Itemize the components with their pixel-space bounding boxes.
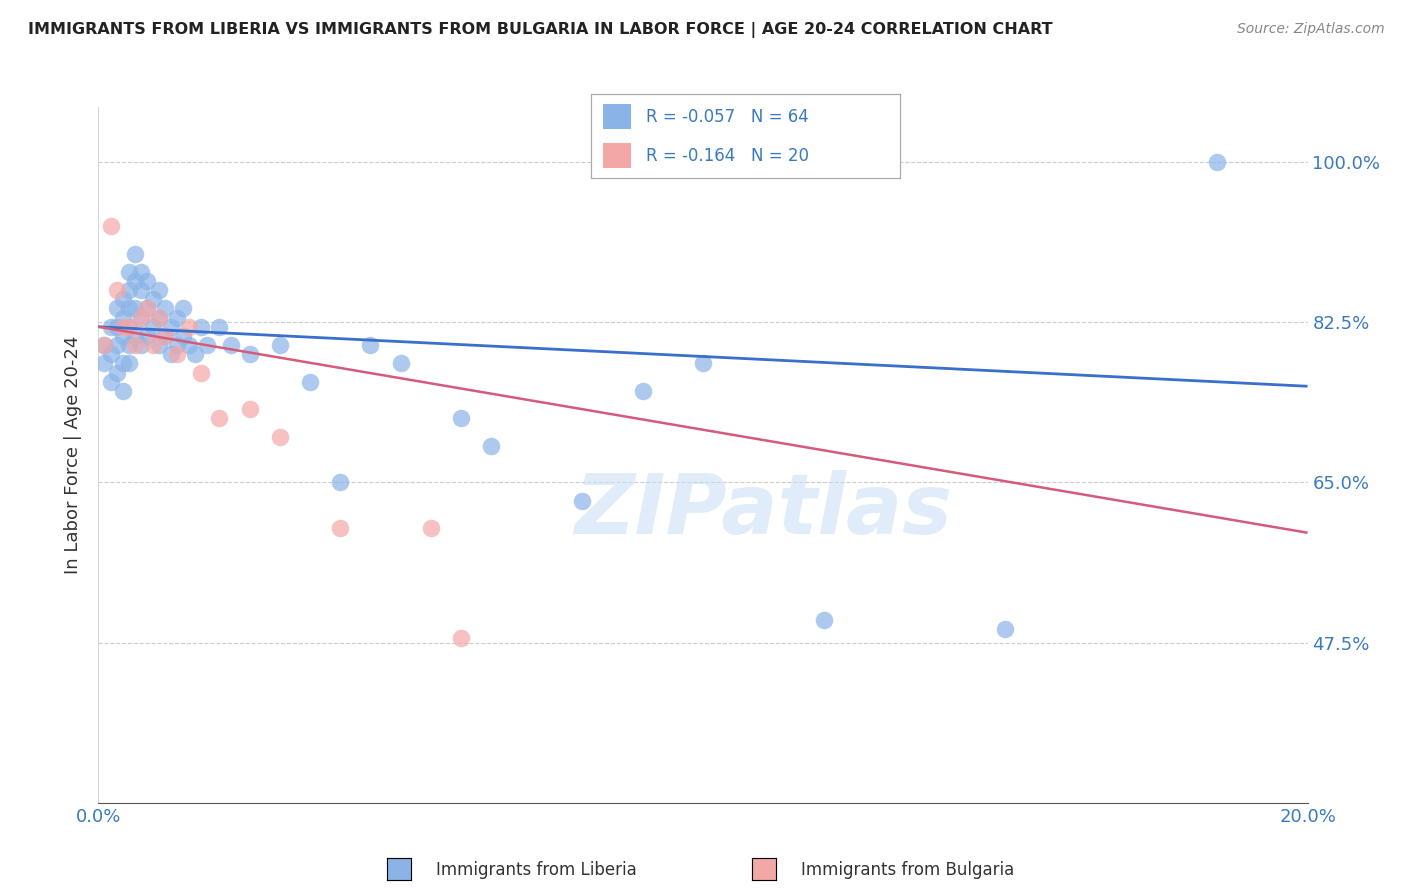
Point bbox=[105, 319, 128, 334]
Text: ZIPatlas: ZIPatlas bbox=[575, 470, 952, 551]
Point bbox=[111, 310, 134, 325]
Point bbox=[813, 613, 835, 627]
Point bbox=[172, 301, 194, 316]
Point bbox=[160, 347, 183, 361]
Point bbox=[105, 338, 128, 352]
Point bbox=[239, 402, 262, 417]
Point bbox=[135, 301, 157, 316]
Point bbox=[105, 283, 128, 297]
Point bbox=[481, 439, 503, 453]
Point bbox=[129, 283, 152, 297]
Point bbox=[111, 356, 134, 370]
Point bbox=[135, 274, 157, 288]
Point bbox=[239, 347, 262, 361]
Point bbox=[221, 338, 243, 352]
Point bbox=[208, 411, 231, 425]
Point bbox=[148, 310, 170, 325]
Point bbox=[329, 521, 352, 535]
Point bbox=[93, 338, 115, 352]
Point bbox=[100, 375, 122, 389]
Point bbox=[172, 329, 194, 343]
Text: Source: ZipAtlas.com: Source: ZipAtlas.com bbox=[1237, 22, 1385, 37]
Point bbox=[124, 274, 146, 288]
Point bbox=[111, 293, 134, 307]
Point bbox=[129, 310, 152, 325]
Text: Immigrants from Bulgaria: Immigrants from Bulgaria bbox=[801, 861, 1015, 879]
Point bbox=[166, 310, 188, 325]
Point bbox=[124, 338, 146, 352]
Point bbox=[100, 347, 122, 361]
Point bbox=[111, 329, 134, 343]
Text: R = -0.057   N = 64: R = -0.057 N = 64 bbox=[647, 108, 808, 126]
Point bbox=[179, 338, 201, 352]
Point bbox=[148, 338, 170, 352]
Point bbox=[269, 338, 291, 352]
Point bbox=[129, 265, 152, 279]
Point bbox=[142, 338, 165, 352]
Text: Immigrants from Liberia: Immigrants from Liberia bbox=[436, 861, 637, 879]
Point bbox=[100, 319, 122, 334]
Point bbox=[450, 411, 472, 425]
Point bbox=[93, 356, 115, 370]
Point bbox=[105, 366, 128, 380]
Point bbox=[1206, 155, 1229, 169]
Point bbox=[571, 493, 593, 508]
Point bbox=[299, 375, 322, 389]
Point bbox=[692, 356, 714, 370]
Point bbox=[179, 319, 201, 334]
Point bbox=[118, 283, 141, 297]
Point bbox=[184, 347, 207, 361]
Point bbox=[124, 329, 146, 343]
Y-axis label: In Labor Force | Age 20-24: In Labor Force | Age 20-24 bbox=[65, 335, 83, 574]
Point bbox=[118, 338, 141, 352]
Point bbox=[118, 265, 141, 279]
Point bbox=[153, 329, 176, 343]
Point bbox=[111, 384, 134, 398]
Text: R = -0.164   N = 20: R = -0.164 N = 20 bbox=[647, 146, 810, 164]
Point bbox=[160, 319, 183, 334]
Point bbox=[153, 301, 176, 316]
Point bbox=[118, 319, 141, 334]
Point bbox=[190, 319, 212, 334]
Point bbox=[153, 329, 176, 343]
Bar bbox=[603, 103, 631, 129]
Point bbox=[389, 356, 412, 370]
Point bbox=[118, 301, 141, 316]
Text: IMMIGRANTS FROM LIBERIA VS IMMIGRANTS FROM BULGARIA IN LABOR FORCE | AGE 20-24 C: IMMIGRANTS FROM LIBERIA VS IMMIGRANTS FR… bbox=[28, 22, 1053, 38]
Point bbox=[195, 338, 218, 352]
Point bbox=[142, 293, 165, 307]
Point bbox=[420, 521, 443, 535]
Point bbox=[111, 319, 134, 334]
Point bbox=[994, 622, 1017, 636]
Point bbox=[93, 338, 115, 352]
Point bbox=[118, 319, 141, 334]
Point bbox=[100, 219, 122, 233]
Point bbox=[450, 631, 472, 645]
Point bbox=[148, 283, 170, 297]
Point bbox=[166, 347, 188, 361]
Point bbox=[269, 429, 291, 443]
Point bbox=[208, 319, 231, 334]
Point bbox=[135, 301, 157, 316]
Point bbox=[190, 366, 212, 380]
Point bbox=[142, 319, 165, 334]
Point bbox=[166, 338, 188, 352]
Point bbox=[329, 475, 352, 490]
Point bbox=[124, 246, 146, 260]
Point bbox=[135, 329, 157, 343]
Point bbox=[129, 338, 152, 352]
Point bbox=[118, 356, 141, 370]
Point bbox=[148, 310, 170, 325]
Point bbox=[129, 310, 152, 325]
Point bbox=[124, 301, 146, 316]
Point bbox=[360, 338, 382, 352]
Bar bbox=[603, 143, 631, 169]
Point bbox=[105, 301, 128, 316]
Point bbox=[631, 384, 654, 398]
